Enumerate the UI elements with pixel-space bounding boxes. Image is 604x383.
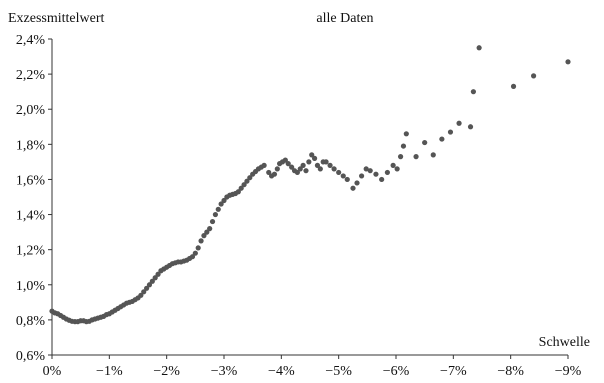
data-point xyxy=(221,197,227,204)
data-point xyxy=(336,169,342,176)
data-point xyxy=(311,155,318,161)
data-point xyxy=(266,169,272,176)
data-point xyxy=(422,139,428,146)
data-point xyxy=(146,282,153,288)
data-point xyxy=(456,120,462,126)
x-tick-label: −9% xyxy=(555,364,582,379)
data-point xyxy=(282,157,288,163)
data-point xyxy=(439,136,445,142)
data-point xyxy=(467,124,474,130)
data-point xyxy=(394,166,400,172)
data-point xyxy=(359,173,365,179)
y-tick-label: 1,4% xyxy=(16,209,46,224)
data-point xyxy=(189,254,196,260)
data-point xyxy=(300,162,306,168)
data-point xyxy=(384,169,390,176)
data-point xyxy=(344,176,350,183)
data-point xyxy=(297,166,303,172)
data-point xyxy=(195,245,201,251)
data-point xyxy=(340,173,346,179)
y-tick-label: 1,8% xyxy=(16,138,46,153)
y-tick-label: 0,6% xyxy=(16,349,46,364)
data-point xyxy=(149,278,155,284)
data-point xyxy=(271,171,278,177)
y-tick-label: 2,4% xyxy=(16,33,46,48)
y-tick-label: 1,2% xyxy=(16,244,46,259)
data-point xyxy=(303,168,309,174)
data-point xyxy=(155,271,161,277)
data-point xyxy=(476,45,482,51)
data-point xyxy=(204,229,210,235)
x-tick-label: −3% xyxy=(211,364,238,379)
data-point xyxy=(209,218,216,225)
chart-title: alle Daten xyxy=(316,11,373,26)
data-point xyxy=(531,73,537,79)
data-point xyxy=(215,206,221,212)
data-point xyxy=(367,168,373,174)
data-point xyxy=(447,129,454,135)
data-point xyxy=(306,159,312,165)
data-point xyxy=(294,169,300,176)
x-tick-label: −8% xyxy=(497,364,524,379)
data-point xyxy=(244,178,250,184)
data-point xyxy=(218,201,224,207)
data-point xyxy=(413,154,419,160)
data-point xyxy=(212,211,218,218)
data-point xyxy=(192,250,198,256)
data-point xyxy=(363,166,369,172)
y-tick-label: 1,0% xyxy=(16,279,46,294)
data-point xyxy=(141,289,147,295)
x-axis-label: Schwelle xyxy=(539,335,590,350)
data-point xyxy=(247,175,253,181)
data-point xyxy=(397,154,404,160)
y-tick-label: 1,6% xyxy=(16,173,46,188)
data-point xyxy=(235,189,241,195)
data-point xyxy=(198,238,204,244)
data-point xyxy=(327,162,333,168)
x-tick-label: −2% xyxy=(153,364,180,379)
data-point xyxy=(470,89,476,95)
data-point xyxy=(207,226,213,232)
data-point xyxy=(510,83,517,89)
data-point xyxy=(138,292,144,298)
data-point xyxy=(403,131,409,137)
data-point xyxy=(238,185,244,191)
x-tick-label: 0% xyxy=(43,364,62,379)
data-point xyxy=(261,162,267,168)
data-point xyxy=(309,152,315,158)
data-point xyxy=(314,162,321,168)
data-point xyxy=(285,161,291,167)
data-point xyxy=(152,275,158,281)
data-point xyxy=(241,182,247,188)
data-point xyxy=(430,152,436,158)
x-tick-label: −4% xyxy=(268,364,295,379)
y-tick-label: 2,0% xyxy=(16,103,46,118)
data-point xyxy=(390,162,396,168)
data-point xyxy=(565,59,571,65)
data-point xyxy=(379,176,385,183)
y-tick-label: 0,8% xyxy=(16,314,46,329)
data-point xyxy=(274,166,280,172)
data-point xyxy=(331,166,337,172)
y-tick-label: 2,2% xyxy=(16,68,46,83)
data-point xyxy=(144,285,150,291)
x-ticks: 0% −1% −2% −3% −4% −5% −6% −7% −8% −9% xyxy=(43,355,582,379)
data-point xyxy=(201,233,207,239)
data-point xyxy=(373,171,379,177)
x-tick-label: −1% xyxy=(96,364,123,379)
data-point xyxy=(354,180,360,186)
data-point xyxy=(289,164,295,170)
y-axis-label: Exzessmittelwert xyxy=(8,11,105,26)
x-tick-label: −6% xyxy=(383,364,410,379)
y-ticks: 0,6% 0,8% 1,0% 1,2% 1,4% 1,6% 1,8% 2,0% 2,2% 2,4% xyxy=(16,33,52,364)
data-points xyxy=(49,45,571,325)
data-point xyxy=(317,166,323,172)
x-tick-label: −5% xyxy=(325,364,352,379)
data-point xyxy=(323,159,329,165)
data-point xyxy=(400,143,407,149)
x-tick-label: −7% xyxy=(440,364,467,379)
data-point xyxy=(350,185,356,191)
